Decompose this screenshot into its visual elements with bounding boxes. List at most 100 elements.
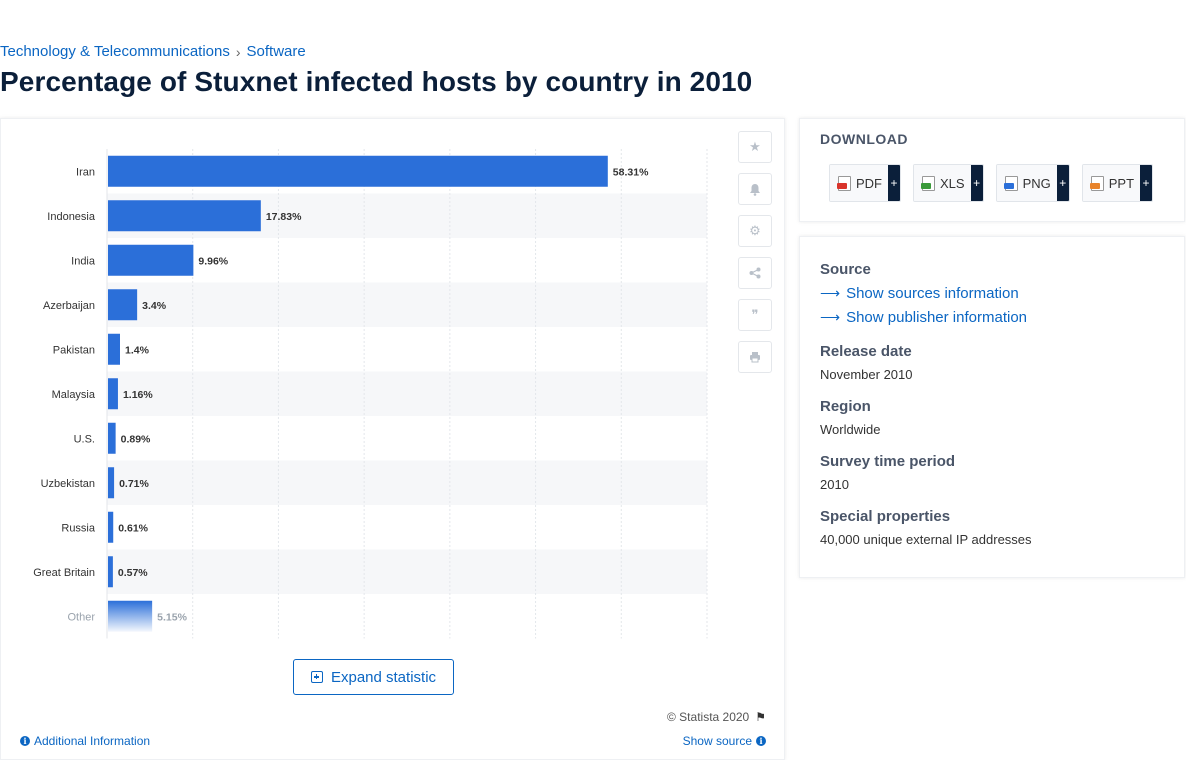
category-label: Azerbaijan (43, 300, 95, 312)
bar (108, 511, 114, 543)
category-label: Russia (61, 522, 96, 534)
star-icon: ★ (749, 139, 761, 154)
download-pdf-label: PDF (856, 175, 882, 191)
survey-period-label: Survey time period (820, 453, 956, 470)
info-card: Source ⟶ Show sources information ⟶ Show… (799, 236, 1185, 578)
bar (108, 155, 608, 187)
special-properties-label: Special properties (820, 508, 951, 525)
download-pdf-button[interactable]: PDF + (829, 164, 901, 202)
download-png-label: PNG (1022, 175, 1051, 191)
breadcrumb-item-software[interactable]: Software (246, 43, 306, 60)
download-card: DOWNLOAD PDF + XLS + PNG + PPT + (799, 118, 1185, 222)
additional-information-link[interactable]: i Additional Information (20, 734, 150, 748)
cite-button[interactable]: ❞ (738, 299, 772, 331)
print-icon (750, 352, 760, 363)
show-publisher-label: Show publisher information (846, 309, 1028, 326)
xls-file-icon (921, 175, 935, 191)
copyright: © Statista 2020 ⚑ (667, 710, 766, 724)
plus-icon: + (1056, 165, 1069, 201)
copyright-text: © Statista 2020 (667, 710, 750, 724)
show-publisher-link[interactable]: ⟶ Show publisher information (820, 309, 1027, 326)
bar-chart: Iran 58.31% Indonesia 17.83% India 9.96% Azerb… (33, 149, 708, 639)
row-stripe (107, 549, 707, 594)
data-label: 0.57% (118, 567, 148, 579)
notify-button[interactable] (738, 173, 772, 205)
survey-period-value: 2010 (820, 477, 849, 492)
page-title: Percentage of Stuxnet infected hosts by … (0, 66, 753, 97)
data-label: 17.83% (266, 211, 302, 223)
bar (108, 600, 153, 632)
category-label: Other (67, 611, 95, 623)
quote-icon: ❞ (751, 307, 759, 322)
row-stripe (107, 282, 707, 327)
data-label: 5.15% (157, 611, 187, 623)
show-source-label: Show source (682, 734, 752, 748)
release-date-label: Release date (820, 343, 912, 360)
arrow-right-icon: ⟶ (820, 285, 841, 301)
bar (108, 200, 261, 232)
expand-icon (310, 671, 323, 683)
expand-statistic-button[interactable]: Expand statistic (293, 659, 454, 695)
download-xls-label: XLS (940, 175, 965, 191)
category-label: Pakistan (53, 344, 95, 356)
gear-icon: ⚙ (749, 223, 761, 238)
show-source-link[interactable]: Show source i (683, 734, 766, 748)
data-label: 0.89% (121, 433, 151, 445)
share-button[interactable] (738, 257, 772, 289)
flag-icon[interactable]: ⚑ (755, 710, 766, 724)
source-label: Source (820, 261, 871, 278)
download-xls-button[interactable]: XLS + (913, 164, 984, 202)
download-buttons: PDF + XLS + PNG + PPT + (829, 164, 1154, 202)
release-date-value: November 2010 (820, 367, 913, 382)
chart-tools: ★ ⚙ ❞ (738, 131, 772, 373)
print-button[interactable] (738, 341, 772, 373)
plus-icon: + (970, 165, 983, 201)
show-sources-label: Show sources information (846, 285, 1019, 302)
arrow-right-icon: ⟶ (820, 309, 841, 325)
row-stripe (107, 371, 707, 416)
category-label: Uzbekistan (41, 478, 95, 490)
bell-icon (750, 183, 760, 196)
plus-icon: + (1140, 165, 1153, 201)
breadcrumb-separator: › (235, 43, 241, 60)
bar (108, 422, 116, 454)
data-label: 9.96% (198, 255, 228, 267)
special-properties-value: 40,000 unique external IP addresses (820, 532, 1032, 547)
ppt-file-icon (1089, 175, 1104, 191)
breadcrumb: Technology & Telecommunications › Softwa… (0, 43, 306, 60)
data-label: 3.4% (142, 300, 167, 312)
download-ppt-button[interactable]: PPT + (1081, 164, 1154, 202)
bar (108, 333, 120, 365)
download-title: DOWNLOAD (820, 131, 908, 147)
png-file-icon (1003, 175, 1018, 191)
bar (108, 289, 138, 321)
info-icon: i (756, 736, 766, 746)
breadcrumb-item-technology[interactable]: Technology & Telecommunications (0, 43, 230, 60)
bar (108, 467, 115, 499)
category-label: Malaysia (52, 389, 96, 401)
download-png-button[interactable]: PNG + (995, 164, 1070, 202)
region-value: Worldwide (820, 422, 881, 437)
plus-icon: + (888, 165, 900, 201)
bar (108, 378, 118, 410)
category-label: Iran (76, 166, 95, 178)
show-sources-link[interactable]: ⟶ Show sources information (820, 285, 1019, 302)
data-label: 1.4% (125, 344, 150, 356)
category-label: Great Britain (33, 567, 95, 579)
category-label: U.S. (74, 433, 95, 445)
category-label: India (71, 255, 96, 267)
data-label: 0.61% (118, 522, 148, 534)
expand-label: Expand statistic (330, 668, 437, 686)
data-label: 0.71% (119, 478, 149, 490)
bar (108, 244, 194, 276)
info-icon: i (20, 736, 30, 746)
row-stripe (107, 460, 707, 505)
region-label: Region (820, 398, 871, 415)
share-icon (749, 267, 761, 279)
favorite-button[interactable]: ★ (738, 131, 772, 163)
bar (108, 556, 113, 588)
additional-information-label: Additional Information (34, 734, 151, 748)
data-label: 1.16% (123, 389, 153, 401)
settings-button[interactable]: ⚙ (738, 215, 772, 247)
